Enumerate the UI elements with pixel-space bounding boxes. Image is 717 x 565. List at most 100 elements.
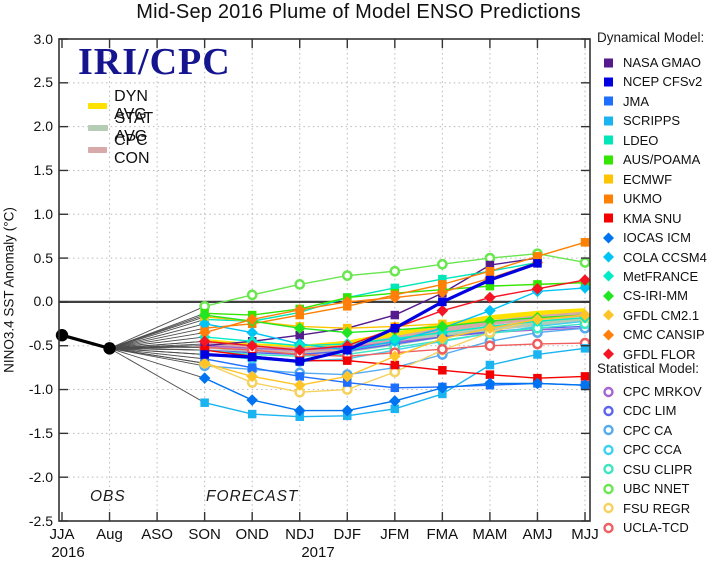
x-tick-label: Aug (96, 526, 123, 543)
y-tick-label: 0.5 (33, 249, 53, 266)
average-legend-item: CPC CON (88, 132, 161, 168)
average-legend-item: DYN AVG (88, 88, 159, 124)
legend-item-scripps: SCRIPPS (601, 111, 680, 130)
legend-item-label: CS-IRI-MM (623, 288, 688, 304)
chart-title: Mid-Sep 2016 Plume of Model ENSO Predict… (136, 1, 581, 23)
series-ncep-cfsv2 (200, 259, 542, 366)
square-marker-icon (604, 213, 613, 223)
plot-frame (58, 38, 591, 522)
iri-cpc-logo: IRI/CPC (78, 41, 231, 83)
legend-item-label: ECMWF (623, 171, 673, 187)
square-marker-icon (604, 77, 613, 87)
circle-marker-icon (603, 483, 614, 494)
legend-item-jma: JMA (601, 92, 649, 111)
legend-item-iocas-icm: IOCAS ICM (601, 228, 691, 247)
series-iocas-icm (198, 372, 590, 417)
legend-item-label: CDC LIM (623, 403, 677, 419)
x-tick-label: OND (235, 526, 269, 543)
legend-item-cola-ccsm4: COLA CCSM4 (601, 248, 707, 267)
legend-item-label: SCRIPPS (623, 113, 681, 129)
legend-item-label: CSU CLIPR (623, 461, 693, 477)
diamond-marker-icon (603, 348, 614, 360)
legend-swatch-icon (88, 125, 108, 131)
legend-item-label: CMC CANSIP (623, 327, 705, 343)
y-tick-label: -1.0 (28, 381, 53, 398)
legend-item-label: UKMO (623, 191, 662, 207)
legend-item-gfdl-flor: GFDL FLOR (601, 345, 695, 364)
y-tick-label: 1.0 (33, 205, 53, 222)
legend-item-fsu-regr: FSU REGR (601, 499, 690, 518)
y-tick-label: -2.5 (28, 512, 53, 529)
legend-item-gfdl-cm2-1: GFDL CM2.1 (601, 306, 699, 325)
diamond-marker-icon (603, 329, 614, 341)
circle-marker-icon (603, 405, 614, 417)
x-tick-label: MJJ (571, 526, 599, 543)
square-marker-icon (604, 58, 613, 67)
year-label-left: 2016 (51, 544, 85, 561)
circle-marker-icon (603, 502, 614, 514)
legend-item-cs-iri-mm: CS-IRI-MM (601, 286, 688, 305)
legend-item-label: CPC CCA (623, 442, 682, 458)
y-tick-label: 3.0 (33, 30, 53, 47)
statistical-model-title: Statistical Model: (597, 361, 700, 376)
legend-swatch-icon (88, 103, 108, 109)
legend-item-label: COLA CCSM4 (623, 249, 707, 265)
x-tick-label: JJA (49, 526, 75, 543)
legend-item-ldeo: LDEO (601, 131, 658, 150)
square-marker-icon (604, 135, 613, 145)
y-tick-label: -1.5 (28, 424, 53, 441)
legend-item-label: NASA GMAO (623, 55, 702, 70)
circle-marker-icon (603, 464, 614, 475)
legend-item-ucla-tcd: UCLA-TCD (601, 518, 689, 537)
average-legend-item: STAT AVG (88, 110, 163, 146)
legend-item-label: FSU REGR (623, 500, 691, 516)
y-tick-label: 0.0 (33, 293, 53, 310)
legend-item-label: IOCAS ICM (623, 230, 691, 246)
legend-item-label: CPC MRKOV (623, 384, 702, 399)
legend-item-cmc-cansip: CMC CANSIP (601, 325, 705, 344)
y-tick-label: 2.0 (33, 118, 53, 135)
obs-series (55, 329, 116, 355)
square-marker-icon (604, 96, 613, 106)
average-legend-label: STAT AVG (114, 110, 153, 145)
y-tick-label: -0.5 (28, 337, 53, 354)
legend-item-label: GFDL CM2.1 (623, 307, 700, 323)
average-legend-label: DYN AVG (114, 88, 148, 123)
x-tick-label: JFM (380, 526, 410, 543)
legend-item-label: GFDL FLOR (623, 346, 696, 362)
legend-item-label: JMA (623, 93, 649, 109)
circle-marker-icon (603, 522, 614, 533)
x-tick-label: AMJ (522, 526, 553, 543)
x-tick-label: SON (188, 526, 221, 543)
circle-marker-icon (603, 425, 614, 436)
y-tick-label: -2.0 (28, 468, 53, 485)
legend-item-label: CPC CA (623, 422, 673, 438)
legend-item-cpc-ca: CPC CA (601, 421, 672, 440)
x-tick-label: DJF (333, 526, 362, 543)
legend-item-cpc-mrkov: CPC MRKOV (601, 382, 702, 401)
series-gfdl-cm2-1 (198, 309, 590, 391)
legend-item-label: UCLA-TCD (623, 520, 689, 536)
square-marker-icon (604, 155, 613, 165)
legend-item-ecmwf: ECMWF (601, 170, 672, 189)
legend-item-label: LDEO (623, 132, 659, 148)
legend-item-label: NCEP CFSv2 (623, 74, 703, 90)
legend-item-metfrance: MetFRANCE (601, 267, 698, 286)
diamond-marker-icon (603, 309, 614, 321)
diamond-marker-icon (603, 251, 614, 263)
square-marker-icon (604, 174, 613, 184)
axis-ticks (59, 38, 590, 522)
legend-item-cpc-cca: CPC CCA (601, 440, 682, 459)
x-tick-label: MAM (472, 526, 508, 543)
legend-item-csu-clipr: CSU CLIPR (601, 460, 692, 479)
legend-item-label: KMA SNU (623, 210, 682, 226)
x-tick-label: FMA (426, 526, 459, 543)
diamond-marker-icon (603, 290, 614, 302)
legend-item-kma-snu: KMA SNU (601, 209, 682, 228)
legend-item-ubc-nnet: UBC NNET (601, 479, 689, 498)
x-tick-label: ASO (141, 526, 173, 543)
square-marker-icon (604, 194, 613, 204)
legend-item-label: MetFRANCE (623, 268, 699, 284)
dynamical-model-title: Dynamical Model: (597, 30, 705, 45)
